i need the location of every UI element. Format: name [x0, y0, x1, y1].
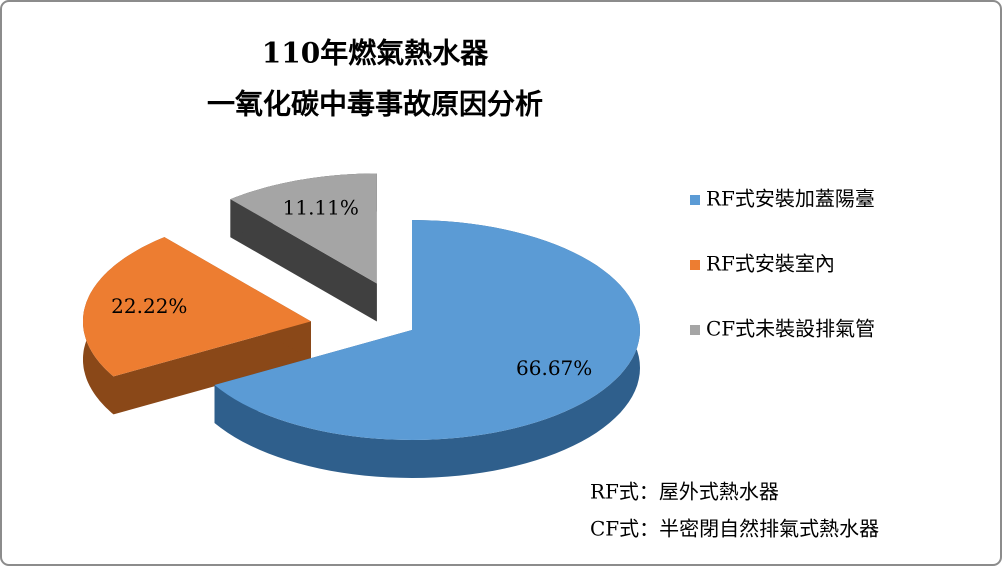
pie-slice	[83, 237, 311, 415]
legend-swatch	[690, 195, 700, 205]
legend-label: CF式未裝設排氣管	[706, 317, 875, 341]
legend-swatch	[690, 260, 700, 270]
slice-top	[214, 220, 640, 440]
pie-slice	[230, 173, 377, 322]
data-label: 22.22%	[111, 294, 187, 318]
annotation: CF式：半密閉自然排氣式熱水器	[590, 517, 879, 541]
pie-slice	[214, 220, 640, 478]
legend-label: RF式安裝加蓋陽臺	[706, 187, 875, 211]
chart-title: 一氧化碳中毒事故原因分析	[207, 88, 543, 121]
slice-top	[230, 173, 377, 284]
slice-radial-wall	[113, 321, 311, 415]
chart-title: 110年燃氣熱水器	[262, 37, 489, 70]
legend-swatch	[690, 325, 700, 335]
slice-top	[83, 237, 311, 377]
data-label: 66.67%	[516, 356, 592, 380]
legend-label: RF式安裝室內	[706, 252, 835, 276]
slice-radial-wall	[230, 199, 377, 322]
annotation: RF式：屋外式熱水器	[590, 480, 779, 504]
data-label: 11.11%	[283, 196, 359, 220]
